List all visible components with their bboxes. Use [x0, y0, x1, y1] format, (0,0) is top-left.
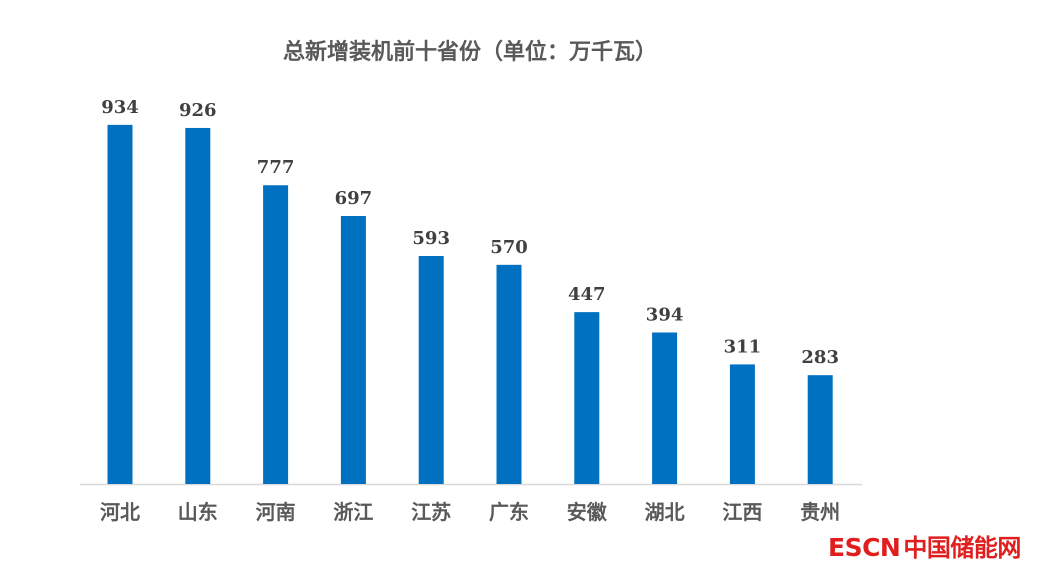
bar-浙江 [340, 216, 366, 485]
category-label: 浙江 [333, 500, 373, 524]
logo-chinese: 中国储能网 [903, 534, 1021, 562]
data-label: 394 [646, 305, 684, 326]
data-label: 283 [801, 347, 839, 368]
data-label: 447 [568, 284, 606, 305]
data-label: 311 [724, 336, 762, 357]
category-label: 广东 [489, 500, 529, 524]
bar-湖北 [652, 332, 678, 484]
data-label: 777 [257, 157, 295, 178]
category-label: 江西 [722, 500, 762, 524]
bar-河北 [107, 124, 133, 484]
bar-河南 [263, 185, 289, 484]
category-label: 河北 [100, 500, 140, 524]
category-label: 河南 [256, 500, 296, 524]
escn-logo: ESCN 中国储能网 [828, 528, 1021, 563]
bar-山东 [185, 127, 211, 484]
data-label: 934 [101, 97, 139, 118]
bar-江西 [729, 364, 755, 484]
data-label: 570 [490, 237, 528, 258]
data-label: 593 [412, 228, 450, 249]
bar-贵州 [807, 375, 833, 484]
category-label: 贵州 [800, 500, 840, 524]
category-label: 湖北 [645, 500, 685, 524]
data-label: 697 [335, 188, 373, 209]
category-label: 安徽 [567, 500, 608, 524]
data-label: 926 [179, 100, 217, 121]
bar-安徽 [574, 312, 600, 484]
category-label: 山东 [178, 500, 218, 524]
category-label: 江苏 [411, 500, 451, 524]
chart-title: 总新增装机前十省份（单位：万千瓦） [282, 40, 657, 65]
bar-江苏 [418, 255, 444, 484]
bar-广东 [496, 264, 522, 484]
logo-latin: ESCN [828, 533, 901, 562]
